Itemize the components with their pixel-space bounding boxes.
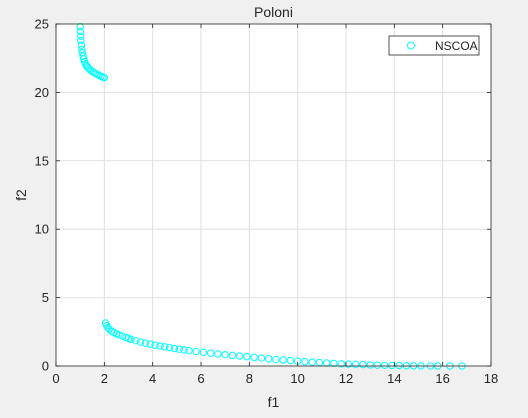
scatter-point [337, 360, 345, 368]
y-tick-label: 5 [42, 290, 49, 305]
scatter-point [344, 360, 353, 368]
scatter-point [250, 353, 258, 362]
x-axis-label: f1 [268, 394, 280, 410]
scatter-point [192, 347, 200, 356]
scatter-point [76, 27, 85, 36]
scatter-point [373, 361, 382, 369]
scatter-point [366, 361, 374, 369]
y-tick-label: 10 [35, 222, 49, 237]
axis-ticks: 0 2 4 6 8 10 12 14 16 18 0 5 10 15 20 25 [35, 17, 499, 387]
scatter-point [395, 361, 403, 370]
scatter-point [115, 331, 123, 339]
scatter-point [351, 360, 360, 369]
scatter-point [308, 358, 316, 366]
scatter-point [286, 356, 295, 365]
scatter-point [221, 350, 229, 359]
scatter-point [78, 45, 86, 54]
x-tick-label: 14 [387, 371, 401, 386]
x-tick-label: 10 [290, 371, 304, 386]
scatter-point [272, 355, 280, 364]
x-tick-label: 4 [149, 371, 156, 386]
x-tick-label: 6 [197, 371, 204, 386]
scatter-point [185, 346, 193, 355]
x-tick-label: 2 [101, 371, 108, 386]
scatter-point [243, 352, 251, 361]
scatter-point [279, 356, 287, 364]
scatter-point [235, 352, 244, 360]
scatter-point [180, 346, 188, 354]
scatter-point [105, 325, 113, 333]
scatter-point [170, 344, 179, 353]
legend-label-nscoa: NSCOA [435, 39, 478, 53]
scatter-point [156, 342, 164, 350]
legend[interactable]: NSCOA [388, 35, 480, 56]
axes-box [55, 23, 492, 367]
scatter-point [330, 359, 338, 368]
scatter-point [359, 360, 367, 369]
scatter-point [132, 336, 140, 345]
scatter-point [136, 338, 145, 346]
x-tick-label: 8 [246, 371, 253, 386]
chart-title: Poloni [254, 4, 293, 20]
legend-marker-circle-icon [407, 41, 415, 50]
scatter-point [77, 36, 85, 45]
scatter-point [89, 68, 98, 76]
scatter-point [141, 339, 150, 347]
scatter-point [257, 354, 266, 362]
scatter-point [301, 357, 309, 366]
scatter-point [91, 69, 99, 77]
x-tick-label: 0 [52, 371, 59, 386]
scatter-point [214, 350, 222, 358]
y-axis-label: f2 [13, 189, 29, 201]
grid-lines [56, 24, 491, 366]
x-tick-label: 12 [339, 371, 353, 386]
scatter-point [264, 355, 273, 363]
legend-box [388, 35, 480, 56]
scatter-point [199, 348, 208, 357]
scatter-point [380, 361, 389, 370]
y-tick-label: 25 [35, 17, 49, 32]
scatter-point [206, 349, 215, 357]
scatter-point [76, 32, 85, 41]
scatter-point [127, 335, 135, 344]
y-tick-label: 15 [35, 153, 49, 168]
scatter-point [388, 361, 396, 370]
axes-background [56, 24, 491, 366]
scatter-point [165, 343, 174, 352]
scatter-point [175, 345, 183, 353]
y-tick-label: 0 [42, 359, 49, 374]
scatter-point [161, 343, 169, 351]
scatter-point [76, 23, 84, 31]
y-tick-label: 20 [35, 85, 49, 100]
scatter-point [228, 351, 237, 360]
scatter-point [77, 41, 86, 49]
scatter-point [100, 73, 109, 82]
scatter-point [151, 341, 159, 349]
x-tick-label: 18 [484, 371, 498, 386]
scatter-point [146, 340, 154, 348]
x-tick-label: 16 [435, 371, 449, 386]
